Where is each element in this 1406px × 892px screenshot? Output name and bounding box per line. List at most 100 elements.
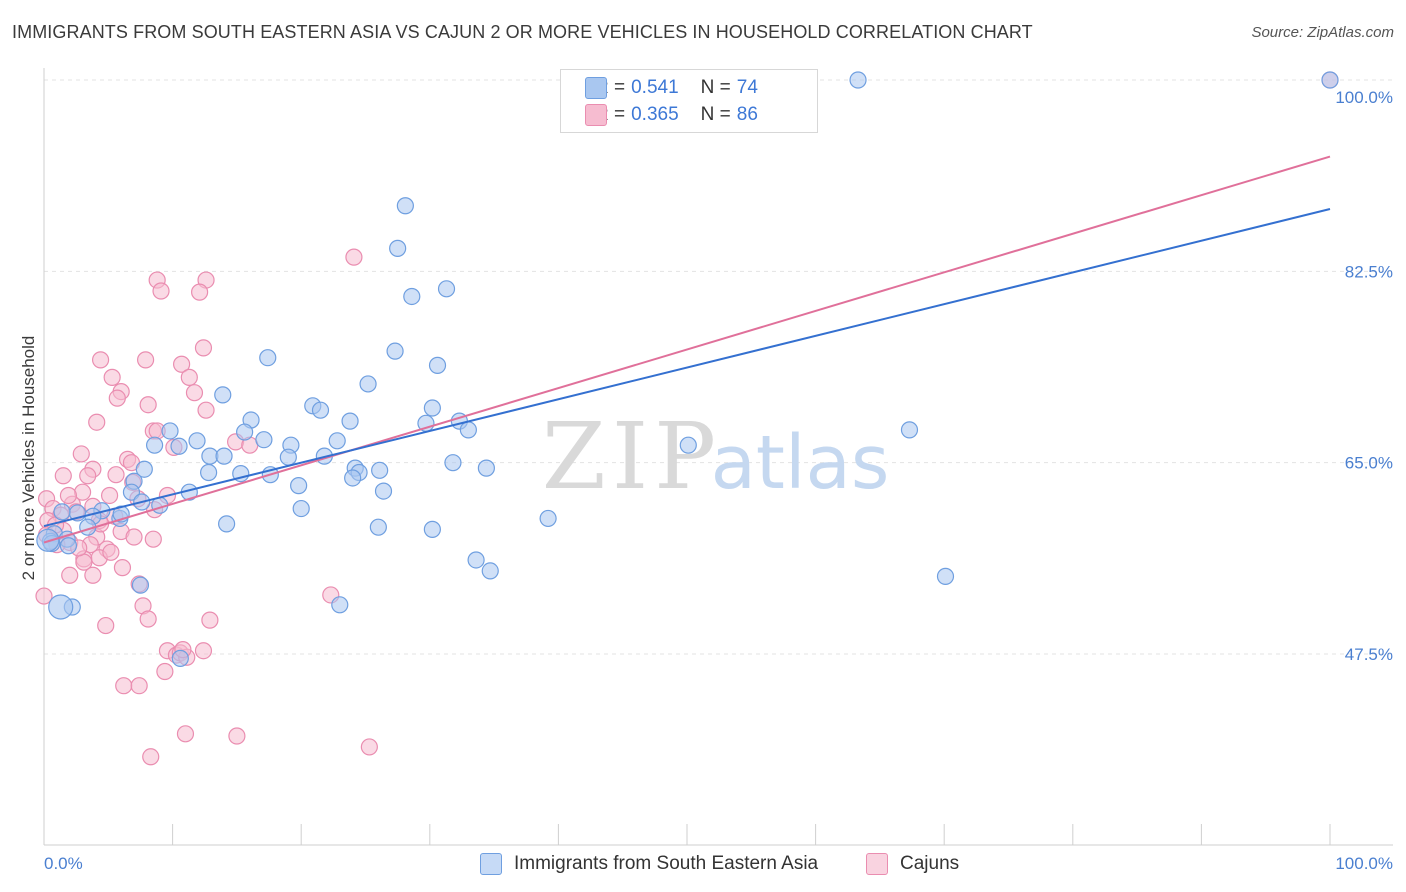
immigrants-point <box>171 649 189 667</box>
watermark: ZIP atlas <box>542 403 890 510</box>
immigrants-point <box>344 469 362 487</box>
immigrants-point <box>215 447 233 465</box>
bottom-legend-immigrants: Immigrants from South Eastern Asia <box>480 851 818 877</box>
watermark-zip: ZIP <box>542 403 722 510</box>
immigrants-point <box>386 342 404 360</box>
cajuns-point <box>194 339 213 357</box>
watermark-atlas: atlas <box>711 420 890 506</box>
y-tick-label: 47.5% <box>1345 645 1393 664</box>
immigrants-point <box>290 477 308 495</box>
immigrants-point <box>161 422 179 440</box>
immigrants-point <box>135 460 153 478</box>
immigrants-point <box>145 436 164 454</box>
immigrants-point <box>467 551 485 569</box>
cajuns-point <box>103 368 121 386</box>
legend-swatch-blue <box>585 77 607 99</box>
immigrants-point <box>936 567 955 585</box>
cajuns-point <box>59 486 78 505</box>
bottom-legend-swatch-blue <box>480 853 502 875</box>
cajuns-point <box>345 248 363 266</box>
y-tick-label: 100.0% <box>1335 88 1393 107</box>
bottom-legend-label: Cajuns <box>900 853 960 874</box>
immigrants-point <box>131 576 150 594</box>
immigrants-point <box>359 375 377 393</box>
correlation-legend: R = 0.541 N = 74 R = 0.365 N = 86 <box>560 69 818 133</box>
bottom-legend-cajuns: Cajuns <box>866 851 959 877</box>
immigrants-point <box>679 436 697 454</box>
immigrants-point <box>849 71 867 89</box>
immigrants-point <box>374 482 393 500</box>
cajuns-point <box>35 587 53 605</box>
cajuns-point <box>72 445 90 463</box>
bottom-legend-label: Immigrants from South Eastern Asia <box>514 853 819 874</box>
cajuns-point <box>100 486 119 505</box>
y-tick-labels: 47.5% 65.0% 82.5% 100.0% <box>1335 88 1393 664</box>
immigrants-point <box>423 520 441 538</box>
immigrants-point <box>188 432 206 450</box>
immigrants-point <box>444 454 462 472</box>
immigrants-point <box>341 412 359 430</box>
immigrants-point <box>331 596 349 614</box>
x-tick-label-max: 100.0% <box>1335 854 1393 873</box>
legend-row-cajuns: R = 0.365 N = 86 <box>585 103 758 127</box>
immigrants-point <box>459 421 477 439</box>
immigrants-point <box>328 432 346 450</box>
axes <box>43 68 1393 846</box>
immigrants-point <box>428 356 447 374</box>
cajuns-point <box>107 466 125 484</box>
cajuns-trendline <box>43 155 1331 544</box>
immigrants-point <box>292 499 310 518</box>
immigrants-point <box>236 423 254 441</box>
cajuns-point <box>197 401 215 419</box>
immigrants-point <box>477 459 495 477</box>
immigrants-point <box>311 401 330 419</box>
legend-n-label: N = <box>700 104 731 125</box>
immigrants-point <box>369 518 387 536</box>
series-immigrants-points <box>36 71 1339 667</box>
cajuns-point <box>102 543 120 561</box>
cajuns-point <box>130 677 148 695</box>
immigrants-point <box>396 197 414 215</box>
legend-n-label: N = <box>700 77 731 98</box>
cajuns-point <box>54 467 72 485</box>
bottom-legend-swatch-pink <box>866 853 888 875</box>
immigrants-point <box>170 437 188 455</box>
cajuns-point <box>79 467 97 485</box>
y-tick-label: 82.5% <box>1345 262 1393 281</box>
cajuns-point <box>173 355 191 373</box>
legend-row-immigrants: R = 0.541 N = 74 <box>585 76 758 100</box>
cajuns-point <box>201 611 219 629</box>
cajuns-point <box>139 396 157 414</box>
immigrants-point <box>48 594 74 620</box>
immigrants-point <box>423 399 441 417</box>
chart-title: IMMIGRANTS FROM SOUTH EASTERN ASIA VS CA… <box>12 22 1033 42</box>
cajuns-point <box>156 662 174 681</box>
immigrants-point <box>389 239 407 257</box>
immigrants-point <box>437 280 456 298</box>
immigrants-point <box>53 503 71 521</box>
cajuns-point <box>113 559 132 577</box>
cajuns-point <box>88 413 106 431</box>
immigrants-point <box>200 463 218 482</box>
cajuns-point <box>91 351 110 369</box>
y-axis-label: 2 or more Vehicles in Household <box>19 336 38 581</box>
legend-r-value: 0.365 <box>631 104 679 125</box>
cajuns-point <box>139 610 157 628</box>
immigrants-point <box>900 421 919 439</box>
cajuns-point <box>191 283 209 301</box>
cajuns-point <box>194 642 213 660</box>
immigrants-point <box>218 515 236 533</box>
cajuns-point <box>84 566 102 584</box>
legend-r-value: 0.541 <box>631 77 679 98</box>
source-label: Source: ZipAtlas.com <box>1251 24 1394 41</box>
cajuns-point <box>125 528 143 546</box>
cajuns-point <box>115 677 133 695</box>
cajuns-point <box>61 566 79 584</box>
immigrants-point <box>481 562 499 580</box>
legend-n-value: 74 <box>736 77 758 98</box>
trendlines <box>43 155 1331 544</box>
immigrants-point <box>59 537 78 555</box>
legend-n-value: 86 <box>736 104 758 125</box>
y-tick-label: 65.0% <box>1345 454 1393 473</box>
